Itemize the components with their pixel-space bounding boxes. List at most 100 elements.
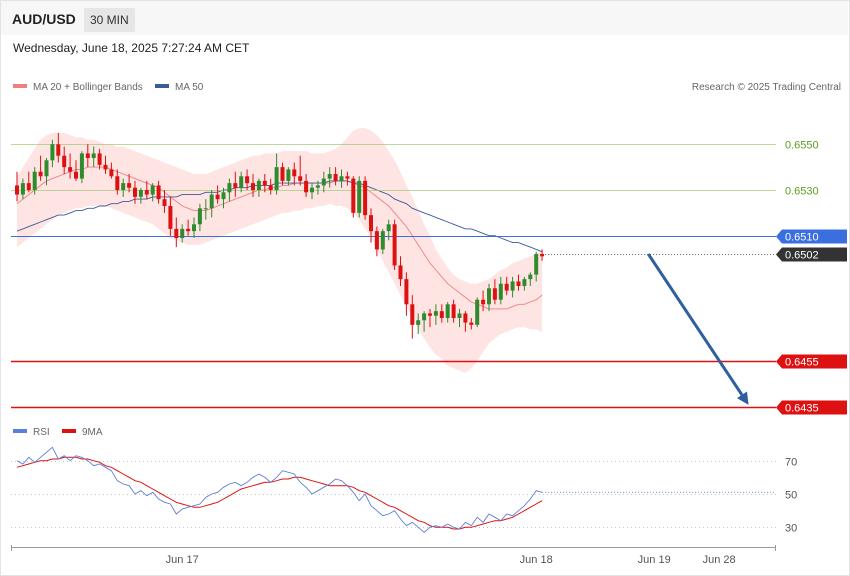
candle-bullish [528,274,533,280]
candle-bearish [62,155,67,168]
rsi-tick-label: 50 [785,490,797,502]
candle-bearish [504,283,509,291]
candle-bullish [192,224,196,232]
candle-bearish [481,299,486,305]
candle-bullish [457,313,462,318]
candle-bullish [380,231,385,250]
candle-bearish [469,322,474,325]
candle-bullish [274,167,279,190]
candle-bearish [492,288,497,300]
candle-bearish [68,167,73,172]
candle-bearish [298,176,303,181]
candle-bearish [115,176,120,190]
candle-bullish [386,224,391,232]
candle-bearish [97,153,102,165]
candle-bullish [197,208,202,225]
candle-bearish [56,144,61,156]
candle-bearish [109,169,114,177]
price-legend: MA 20 + Bollinger Bands MA 50 Research ©… [13,82,841,93]
candle-bearish [156,185,161,200]
candle-bullish [44,160,49,177]
time-axis-label: Jun 28 [703,554,736,566]
rsi-legend: RSI 9MA [13,427,103,438]
level-label: 0.6530 [785,186,819,198]
ma20-legend-label: MA 20 + Bollinger Bands [33,82,143,93]
candle-bearish [251,183,255,190]
timeframe-badge[interactable]: 30 MIN [84,8,135,32]
candle-bullish [534,254,539,275]
candle-bullish [422,313,427,321]
candle-bullish [315,185,320,188]
candle-bearish [144,190,149,195]
time-axis-label: Jun 19 [638,554,671,566]
time-axis: Jun 17 Jun 18 Jun 19 Jun 28 [11,545,776,566]
candle-bearish [439,311,444,318]
candle-bearish [245,176,250,184]
candle-bearish [262,180,267,186]
candle-bearish [392,224,397,266]
candle-bearish [268,185,273,190]
candle-bullish [445,304,450,318]
chart-header: AUD/USD 30 MIN [1,1,848,35]
candle-bullish [487,288,491,305]
level-tag-current [776,247,847,262]
candle-bearish [516,281,521,286]
price-layer: 0.6550 0.6530 0.6510 0.6502 0.6455 0.6435 [11,128,847,415]
forecast-arrow-shaft [647,253,744,396]
level-tag-support [776,354,847,369]
candle-bullish [150,185,155,195]
rsi-ma-line [16,456,543,530]
forecast-arrow-head [736,391,749,405]
ma50-legend-label: MA 50 [175,82,204,93]
candle-bearish [410,304,415,325]
candle-bearish [133,187,137,197]
candle-bullish [286,169,291,181]
candle-bearish [351,178,356,213]
rsi-legend-swatch [13,429,27,433]
candle-bullish [203,208,208,210]
symbol-title: AUD/USD [12,11,76,27]
bollinger-band [17,128,543,373]
candle-bullish [209,194,214,209]
candle-bullish [475,299,480,325]
candle-bearish [333,174,338,181]
credit-label: Research © 2025 Trading Central [692,82,841,93]
candle-bullish [416,320,421,325]
candle-bearish [85,153,90,158]
candle-bearish [74,171,78,179]
candle-bullish [357,180,362,213]
ma50-legend-swatch [155,84,169,88]
candle-bullish [339,176,344,181]
ma20-legend-swatch [13,84,27,88]
level-label: 0.6550 [785,140,819,152]
level-label: 0.6502 [785,250,819,262]
candle-bullish [32,171,37,190]
rsi-ma-legend-swatch [62,429,76,433]
candle-bullish [221,192,226,200]
rsi-ma-legend-label: 9MA [82,427,103,438]
candle-bearish [168,206,173,229]
candle-bearish [186,228,191,232]
candle-bearish [215,194,220,200]
candle-bullish [256,180,261,190]
level-tag-pivot [776,229,847,244]
candle-bearish [540,254,545,257]
candle-bullish [522,279,527,286]
rsi-legend-label: RSI [33,427,50,438]
candle-bearish [280,167,285,181]
candle-bearish [451,304,456,318]
candle-bearish [292,169,297,177]
ma50-line [16,180,543,253]
candle-bullish [433,311,438,316]
candle-bullish [79,153,84,179]
level-label: 0.6455 [785,357,819,369]
candle-bearish [463,313,468,323]
candle-bullish [20,183,25,195]
candle-bearish [233,183,238,188]
candle-bullish [91,153,96,158]
candle-bearish [404,279,409,305]
datetime-label: Wednesday, June 18, 2025 7:27:24 AM CET [13,41,250,55]
candle-bearish [369,215,373,232]
candle-bearish [374,231,379,250]
candle-bullish [327,174,332,179]
